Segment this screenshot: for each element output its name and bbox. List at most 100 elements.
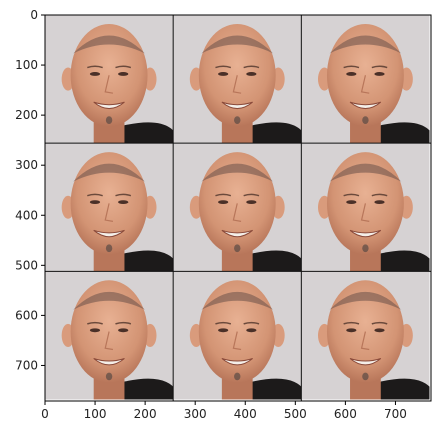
face-photo-tile (173, 271, 302, 400)
eye-right (246, 328, 257, 333)
eye-left (89, 72, 101, 76)
nose-shape (104, 331, 114, 351)
smile-shape (221, 229, 253, 238)
hair-shadow (201, 291, 274, 310)
smile-shape (221, 101, 253, 110)
hair-shadow (201, 163, 274, 182)
y-tick-label: 500 (15, 258, 38, 272)
y-tick-label: 600 (15, 308, 38, 322)
hair-shadow (73, 163, 145, 182)
shirt-shape (371, 250, 430, 272)
smile-shape (349, 358, 382, 366)
face-photo-tile (301, 15, 430, 144)
x-tick-label: 400 (234, 407, 257, 421)
x-tick-label: 200 (134, 407, 157, 421)
nose-shape (104, 203, 114, 222)
brow-right (115, 321, 132, 325)
goatee-shape (234, 372, 241, 381)
eye-left (346, 72, 357, 76)
brow-left (87, 193, 103, 197)
eye-right (374, 200, 385, 205)
y-tick-label: 300 (15, 158, 38, 172)
hair-shadow (201, 35, 274, 54)
plot-area (45, 15, 430, 400)
brow-right (371, 193, 388, 197)
y-tick-label: 0 (30, 8, 38, 22)
goatee-shape (105, 372, 113, 381)
eye-left (218, 200, 229, 205)
goatee-shape (234, 244, 241, 253)
brow-right (243, 65, 260, 69)
shirt-shape (115, 378, 174, 400)
y-tick-label: 100 (15, 58, 38, 72)
hair-shadow (329, 163, 402, 182)
nose-shape (360, 203, 370, 222)
shirt-shape (243, 122, 302, 144)
brow-left (343, 193, 360, 197)
goatee-shape (105, 116, 113, 124)
head-shape (198, 280, 276, 383)
smile-shape (93, 101, 125, 110)
brow-left (215, 65, 232, 69)
eye-right (374, 72, 385, 76)
x-tick-label: 700 (384, 407, 407, 421)
shirt-shape (115, 250, 174, 272)
eye-right (246, 72, 257, 76)
y-tick-label: 400 (15, 208, 38, 222)
y-tick-label: 700 (15, 358, 38, 372)
brow-right (371, 321, 388, 325)
eye-left (346, 328, 357, 333)
hair-shadow (329, 35, 402, 54)
brow-right (243, 321, 260, 325)
x-axis: 0 100 200 300 400 500 600 700 (41, 401, 407, 421)
face-photo-tile (301, 271, 430, 400)
nose-shape (360, 331, 370, 351)
face-photo-tile (45, 271, 174, 400)
brow-right (115, 193, 132, 197)
shirt-shape (371, 122, 430, 144)
goatee-shape (362, 372, 369, 381)
x-tick-label: 500 (284, 407, 307, 421)
goatee-shape (362, 244, 369, 253)
shirt-shape (243, 378, 302, 400)
eye-left (218, 72, 229, 76)
shirt-shape (115, 122, 174, 144)
x-tick-label: 0 (41, 407, 49, 421)
y-axis: 0 100 200 300 400 500 600 700 (15, 8, 45, 372)
nose-shape (232, 75, 242, 94)
face-photo-tile (45, 143, 174, 272)
goatee-shape (362, 116, 369, 124)
nose-shape (232, 331, 242, 351)
brow-left (343, 65, 360, 69)
head-shape (198, 152, 276, 255)
brow-left (87, 65, 103, 69)
brow-right (371, 65, 388, 69)
eye-left (346, 200, 357, 205)
eye-right (374, 328, 385, 333)
eye-right (118, 328, 129, 333)
x-tick-label: 300 (184, 407, 207, 421)
eye-left (218, 328, 229, 333)
eye-left (89, 200, 101, 205)
x-tick-label: 600 (334, 407, 357, 421)
smile-shape (221, 358, 253, 366)
nose-shape (104, 75, 114, 94)
hair-shadow (329, 291, 402, 310)
eye-right (118, 200, 129, 205)
shirt-shape (371, 378, 430, 400)
nose-shape (360, 75, 370, 94)
hair-shadow (73, 35, 145, 54)
eye-right (118, 72, 129, 76)
smile-shape (349, 101, 382, 110)
goatee-shape (105, 244, 113, 253)
y-tick-label: 200 (15, 108, 38, 122)
face-photo-tile (301, 143, 430, 272)
grid-dividers (45, 15, 431, 401)
hair-shadow (73, 291, 145, 310)
brow-right (115, 65, 132, 69)
face-photo-tile (173, 15, 302, 144)
brow-left (215, 193, 232, 197)
axes-frame (44, 14, 432, 402)
brow-left (343, 321, 360, 325)
